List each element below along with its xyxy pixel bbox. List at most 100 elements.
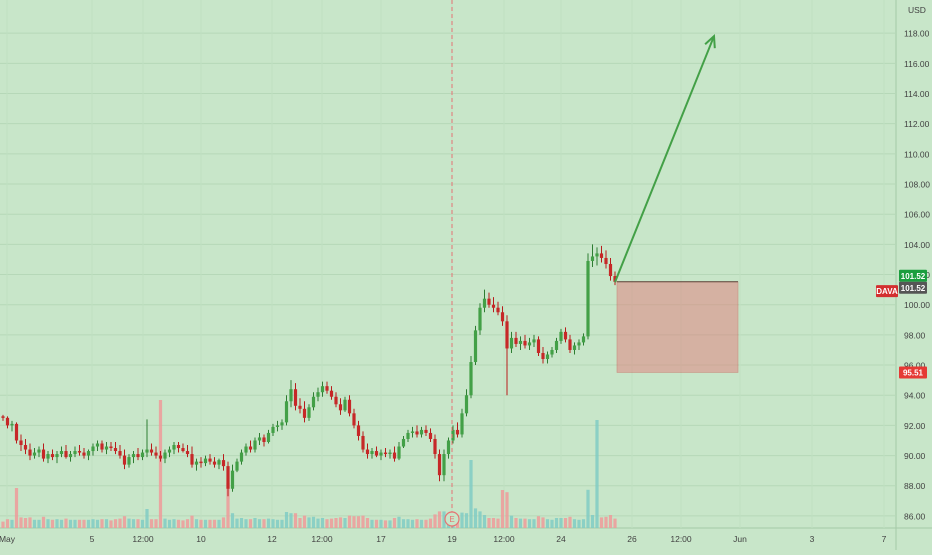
volume-bar [572, 519, 577, 528]
volume-bar [586, 489, 590, 528]
x-tick-label: 17 [376, 534, 386, 544]
candle [28, 443, 32, 461]
candle [437, 449, 442, 482]
projection-arrow[interactable] [614, 35, 715, 283]
candle-body [127, 457, 131, 465]
volume-bar [338, 517, 343, 528]
volume-bar [145, 509, 149, 528]
candle [442, 449, 446, 482]
candle [55, 451, 59, 464]
candle [527, 337, 532, 350]
candle [131, 451, 136, 464]
candle [464, 389, 469, 417]
candle-body [100, 443, 104, 450]
candle-body [370, 451, 374, 455]
candle [523, 334, 527, 349]
volume-bar [568, 516, 572, 528]
volume-bar [253, 518, 257, 528]
candle-body [563, 331, 568, 340]
candle-body [388, 452, 392, 455]
y-tick-label: 112.00 [904, 119, 930, 129]
x-tick-label: 3 [810, 534, 815, 544]
volume-bar [379, 519, 383, 528]
volume-bar [217, 519, 221, 528]
candle [100, 440, 104, 453]
candle-body [203, 458, 208, 464]
candle [586, 253, 590, 340]
volume-bar [257, 519, 262, 528]
candle-body [523, 340, 527, 346]
candle-body [172, 445, 176, 450]
volume-bar [230, 513, 235, 528]
volume-bar [397, 516, 401, 528]
candle [149, 443, 154, 456]
candle [505, 315, 509, 396]
volume-bar [158, 400, 163, 528]
x-tick-label: 12:00 [670, 534, 692, 544]
candle-body [5, 417, 10, 426]
candle-body [167, 449, 172, 453]
volume-bar [95, 519, 100, 528]
y-tick-label: 104.00 [904, 240, 930, 250]
candle [235, 458, 239, 473]
x-tick-label: 12:00 [493, 534, 515, 544]
candle [221, 454, 226, 471]
volume-bar [473, 508, 478, 528]
candle [599, 245, 604, 263]
price-label: 95.51 [899, 366, 927, 379]
candle-body [244, 446, 248, 453]
volume-bar [352, 516, 356, 528]
volume-bar [343, 518, 347, 528]
candle [289, 380, 293, 408]
candles [1, 244, 617, 497]
candle-body [217, 460, 221, 465]
x-tick-label: 7 [882, 534, 887, 544]
candle [91, 443, 95, 456]
candle-body [356, 425, 361, 436]
volume-bar [550, 519, 554, 528]
candle-body [293, 389, 298, 406]
volume-bar [32, 519, 37, 528]
candle-body [590, 256, 595, 261]
candle-body [505, 321, 509, 349]
volume-bar [55, 519, 59, 528]
candle [455, 422, 460, 438]
candle [230, 464, 235, 492]
x-tick-label: 5 [90, 534, 95, 544]
candle-body [239, 452, 244, 462]
y-tick-label: 88.00 [904, 481, 926, 491]
stop-zone[interactable] [616, 281, 739, 373]
candle [581, 333, 586, 346]
candle [104, 441, 109, 455]
candle [68, 451, 73, 462]
candle [320, 381, 325, 397]
candle [298, 398, 302, 414]
candle-body [266, 432, 271, 442]
candle-body [491, 304, 496, 308]
candle [536, 336, 541, 357]
candle-body [221, 460, 226, 467]
earnings-marker[interactable]: E [444, 511, 460, 527]
candle [397, 441, 401, 461]
time-axis: May 5 12:00 10 12 12:00 17 19 12:00 24 26 12:00 Jun 3… [0, 534, 887, 544]
candle-body [572, 345, 577, 350]
candle [392, 446, 397, 462]
candle [14, 422, 19, 444]
x-tick-label: Jun [733, 534, 747, 544]
candle [311, 392, 316, 411]
candle [608, 257, 613, 281]
candle [568, 334, 572, 353]
candle-body [352, 413, 356, 426]
candle [46, 451, 50, 464]
volume-bar [122, 516, 127, 528]
candle-body [64, 451, 68, 458]
price-label-text: 101.52 [901, 272, 926, 281]
candle-body [464, 395, 469, 414]
candle [59, 446, 64, 458]
volume-bar [491, 518, 496, 528]
candle-body [496, 307, 500, 313]
volume-bar [523, 518, 527, 528]
y-tick-label: 90.00 [904, 451, 926, 461]
